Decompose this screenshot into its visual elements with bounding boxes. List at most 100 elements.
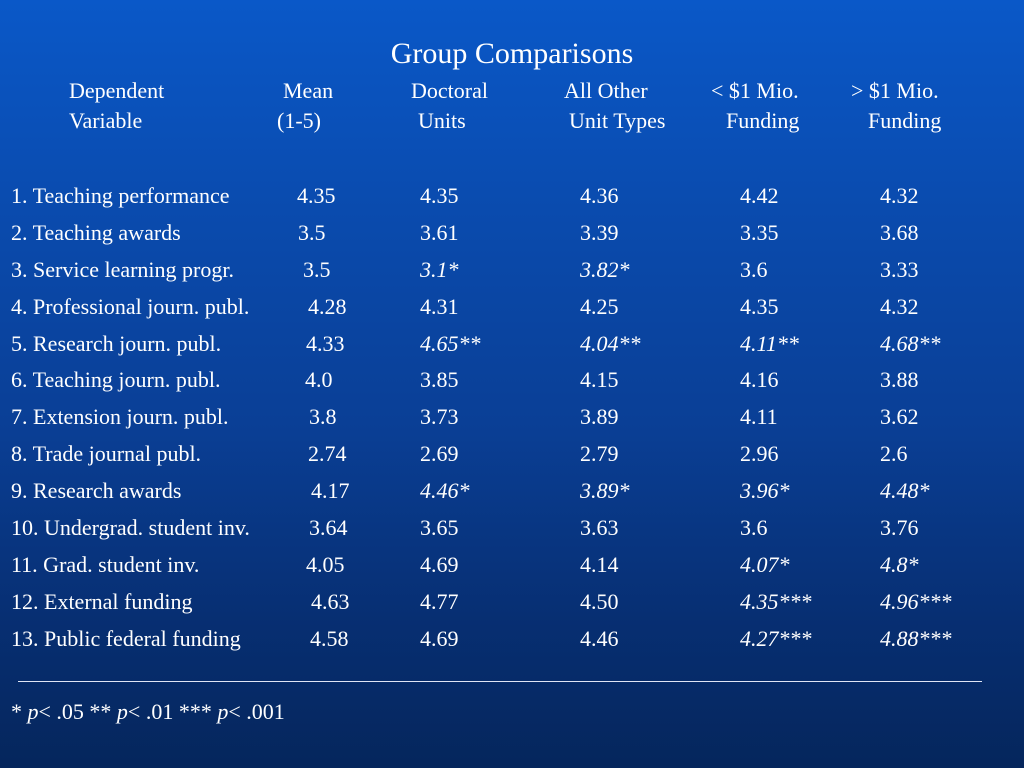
significance-footnote: * p< .05 ** p< .01 *** p< .001 [11, 697, 285, 727]
table-row: 7. Extension journ. publ. 3.8 3.73 3.89 … [0, 399, 1024, 436]
table-row: 8. Trade journal publ. 2.74 2.69 2.79 2.… [0, 436, 1024, 473]
doctoral-value: 4.46* [420, 478, 470, 504]
row-label: 9. Research awards [11, 478, 182, 504]
table-row: 2. Teaching awards 3.5 3.61 3.39 3.35 3.… [0, 215, 1024, 252]
row-label: 1. Teaching performance [11, 183, 230, 208]
over-1mio-value: 3.62 [880, 404, 919, 430]
footnote-text-3: < .001 [228, 699, 285, 724]
header-line-2: Funding [868, 108, 942, 133]
slide-title: Group Comparisons [390, 37, 634, 70]
header-over-1mio-funding: > $1 Mio. Funding [851, 76, 941, 136]
doctoral-value: 4.65** [420, 330, 481, 356]
under-1mio-value: 4.16 [740, 367, 779, 393]
header-line-2: Unit Types [569, 108, 666, 133]
all-other-value: 3.89 [580, 404, 619, 430]
all-other-value: 4.15 [580, 367, 619, 393]
over-1mio-value: 4.96*** [880, 588, 952, 614]
doctoral-value: 4.35 [420, 183, 459, 208]
under-1mio-value: 3.6 [740, 256, 768, 282]
table-row: 11. Grad. student inv. 4.05 4.69 4.14 4.… [0, 547, 1024, 584]
row-label: 3. Service learning progr. [11, 256, 234, 282]
row-label: 8. Trade journal publ. [11, 441, 202, 467]
row-label: 4. Professional journ. publ. [11, 293, 250, 319]
footnote-text-1: < .05 ** [38, 699, 117, 724]
header-dependent-variable: Dependent Variable [69, 76, 164, 136]
all-other-value: 3.63 [580, 515, 619, 541]
header-line-1: > $1 Mio. [851, 78, 939, 103]
over-1mio-value: 4.88*** [880, 625, 952, 651]
divider-rule [18, 681, 982, 682]
table-row: 6. Teaching journ. publ. 4.0 3.85 4.15 4… [0, 362, 1024, 399]
footnote-p-2: p [116, 699, 128, 724]
doctoral-value: 3.85 [420, 367, 459, 393]
all-other-value: 3.89* [580, 478, 630, 504]
header-doctoral-units: Doctoral Units [411, 76, 488, 136]
all-other-value: 4.46 [580, 625, 619, 651]
under-1mio-value: 4.11** [740, 330, 799, 356]
over-1mio-value: 4.48* [880, 478, 930, 504]
table-row: 5. Research journ. publ. 4.33 4.65** 4.0… [0, 326, 1024, 363]
footnote-p-3: p [217, 699, 229, 724]
header-under-1mio-funding: < $1 Mio. Funding [711, 76, 799, 136]
mean-value: 3.5 [298, 219, 326, 245]
header-line-2: Units [418, 108, 466, 133]
header-all-other-unit-types: All Other Unit Types [564, 76, 665, 136]
doctoral-value: 3.61 [420, 219, 459, 245]
header-line-1: Mean [283, 78, 334, 103]
all-other-value: 4.04** [580, 330, 641, 356]
row-label: 12. External funding [11, 588, 193, 614]
mean-value: 4.17 [311, 478, 350, 504]
mean-value: 2.74 [308, 441, 347, 467]
all-other-value: 4.50 [580, 588, 619, 614]
under-1mio-value: 4.42 [740, 183, 779, 208]
under-1mio-value: 4.35*** [740, 588, 812, 614]
row-label: 7. Extension journ. publ. [11, 404, 229, 430]
footnote-text-2: < .01 *** [127, 699, 218, 724]
under-1mio-value: 4.35 [740, 293, 779, 319]
under-1mio-value: 3.35 [740, 219, 779, 245]
comparison-table: 1. Teaching performance 4.35 4.35 4.36 4… [0, 178, 1024, 658]
over-1mio-value: 4.32 [880, 293, 919, 319]
row-label: 10. Undergrad. student inv. [11, 515, 250, 541]
under-1mio-value: 4.27*** [740, 625, 812, 651]
over-1mio-value: 4.32 [880, 183, 919, 208]
table-row: 4. Professional journ. publ. 4.28 4.31 4… [0, 289, 1024, 326]
table-row: 9. Research awards 4.17 4.46* 3.89* 3.96… [0, 473, 1024, 510]
doctoral-value: 3.1* [420, 256, 459, 282]
over-1mio-value: 4.68** [880, 330, 941, 356]
row-label: 2. Teaching awards [11, 219, 181, 245]
header-line-2: Funding [726, 108, 800, 133]
mean-value: 3.5 [303, 256, 331, 282]
header-line-2: (1-5) [277, 108, 321, 133]
over-1mio-value: 3.33 [880, 256, 919, 282]
doctoral-value: 3.65 [420, 515, 459, 541]
mean-value: 4.33 [306, 330, 345, 356]
over-1mio-value: 4.8* [880, 551, 919, 577]
all-other-value: 3.39 [580, 219, 619, 245]
doctoral-value: 4.69 [420, 625, 459, 651]
row-label: 5. Research journ. publ. [11, 330, 222, 356]
header-line-2: Variable [69, 108, 143, 133]
doctoral-value: 4.77 [420, 588, 459, 614]
mean-value: 4.58 [310, 625, 349, 651]
mean-value: 4.05 [306, 551, 345, 577]
all-other-value: 4.36 [580, 183, 619, 208]
doctoral-value: 4.31 [420, 293, 459, 319]
header-line-1: Doctoral [411, 78, 488, 103]
doctoral-value: 3.73 [420, 404, 459, 430]
all-other-value: 4.25 [580, 293, 619, 319]
under-1mio-value: 3.6 [740, 515, 768, 541]
doctoral-value: 2.69 [420, 441, 459, 467]
over-1mio-value: 3.68 [880, 219, 919, 245]
mean-value: 4.28 [308, 293, 347, 319]
mean-value: 4.35 [297, 183, 336, 208]
over-1mio-value: 2.6 [880, 441, 908, 467]
table-row: 10. Undergrad. student inv. 3.64 3.65 3.… [0, 510, 1024, 547]
mean-value: 4.0 [305, 367, 333, 393]
all-other-value: 4.14 [580, 551, 619, 577]
doctoral-value: 4.69 [420, 551, 459, 577]
row-label: 13. Public federal funding [11, 625, 241, 651]
table-row: 1. Teaching performance 4.35 4.35 4.36 4… [0, 178, 1024, 215]
footnote-p-1: p [27, 699, 39, 724]
under-1mio-value: 2.96 [740, 441, 779, 467]
